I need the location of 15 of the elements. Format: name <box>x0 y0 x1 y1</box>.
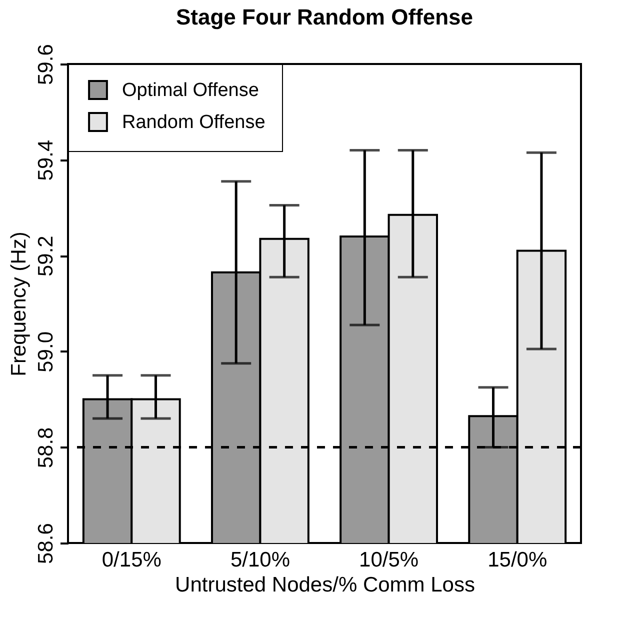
x-tick-label: 5/10% <box>230 548 290 572</box>
y-tick-label: 59.4 <box>34 140 58 181</box>
y-tick-label: 59.6 <box>34 44 58 85</box>
legend-label: Optimal Offense <box>122 80 259 101</box>
y-tick-label: 59.2 <box>34 236 58 277</box>
x-tick-label: 0/15% <box>102 548 162 572</box>
y-tick-label: 59.0 <box>34 331 58 372</box>
x-axis-title: Untrusted Nodes/% Comm Loss <box>175 574 475 596</box>
y-tick-label: 58.8 <box>34 427 58 468</box>
x-tick-label: 15/0% <box>488 548 548 572</box>
y-axis-title: Frequency (Hz) <box>8 232 30 376</box>
chart-title: Stage Four Random Offense <box>176 4 474 30</box>
x-tick-label: 10/5% <box>359 548 419 572</box>
y-tick-label: 58.6 <box>34 523 58 564</box>
legend-label: Random Offense <box>122 112 266 133</box>
